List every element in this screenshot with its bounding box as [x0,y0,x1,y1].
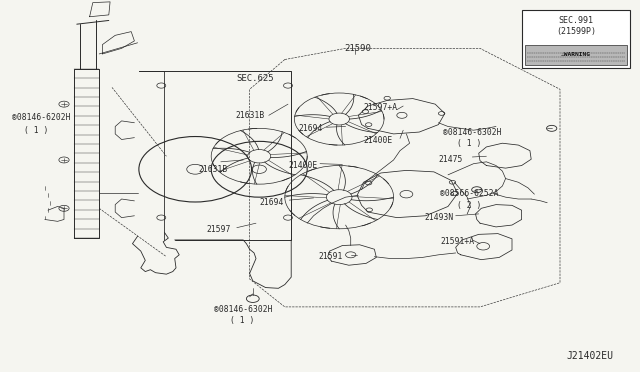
Text: 21590: 21590 [344,44,371,53]
Text: ®08566-6252A: ®08566-6252A [440,189,499,198]
Bar [525,45,627,65]
Text: (21599P): (21599P) [556,28,596,36]
Text: SEC.625: SEC.625 [237,74,275,83]
Text: ( 1 ): ( 1 ) [457,139,481,148]
Text: ( 1 ): ( 1 ) [24,126,49,135]
Text: 21694: 21694 [298,124,323,133]
Bar [522,10,630,68]
Text: 21475: 21475 [438,155,463,164]
Text: 21694: 21694 [260,198,284,207]
Text: SEC.991: SEC.991 [559,16,593,25]
Text: 21591+A: 21591+A [440,237,474,246]
Text: 21597: 21597 [206,225,230,234]
Text: ⚠WARNING: ⚠WARNING [561,52,591,57]
Text: 21400E: 21400E [289,161,318,170]
Text: ®08146-6302H: ®08146-6302H [443,128,501,137]
Text: ®08146-6302H: ®08146-6302H [214,305,273,314]
Text: 21631B: 21631B [198,165,228,174]
Text: 21493N: 21493N [424,213,454,222]
Text: ( 1 ): ( 1 ) [230,316,255,325]
Text: 21591: 21591 [319,252,343,261]
Text: ( 2 ): ( 2 ) [457,201,481,210]
Text: 21400E: 21400E [364,136,393,145]
Text: ®08146-6202H: ®08146-6202H [12,113,70,122]
Text: J21402EU: J21402EU [566,352,613,361]
Text: 21597+A: 21597+A [364,103,397,112]
Text: 21631B: 21631B [236,111,265,120]
